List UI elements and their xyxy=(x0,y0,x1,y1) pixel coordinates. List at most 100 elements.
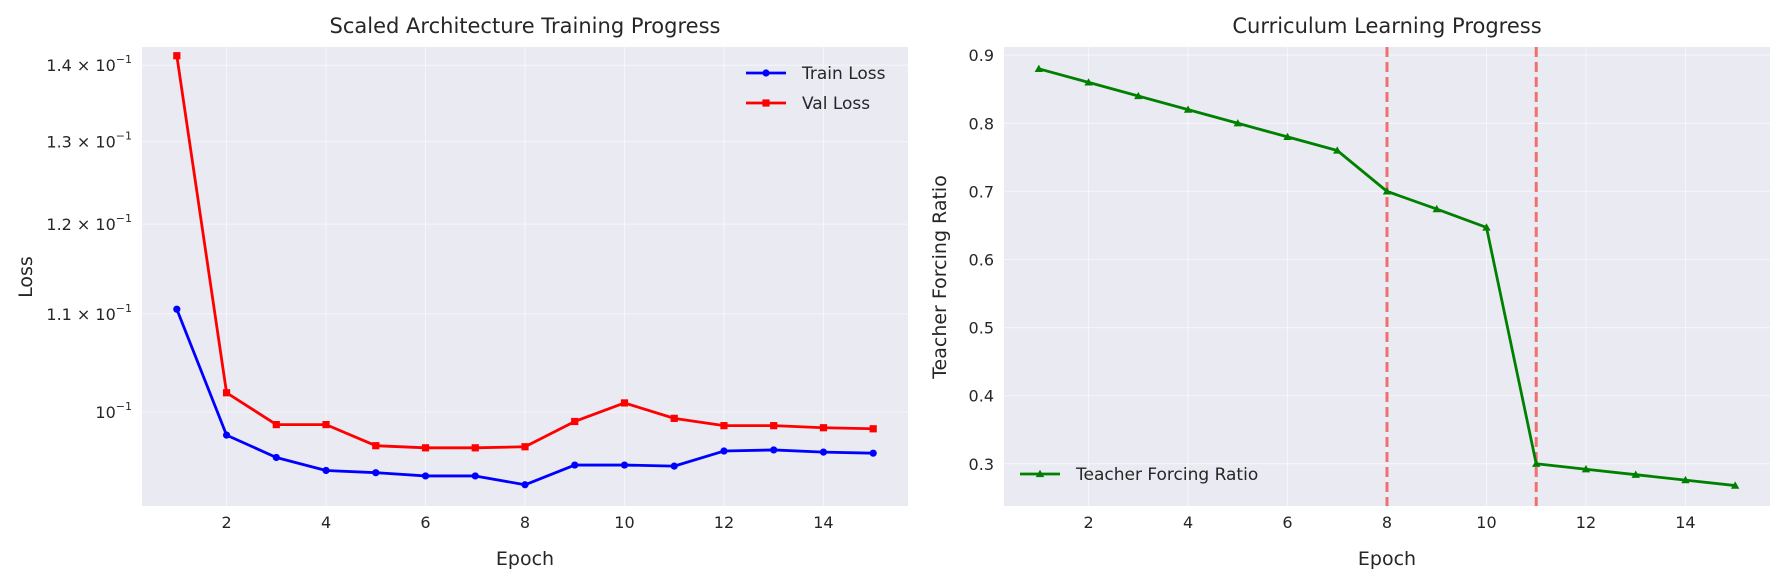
teacher-forcing-ratio-point xyxy=(1730,481,1740,489)
curriculum-chart-title: Curriculum Learning Progress xyxy=(1232,14,1541,38)
loss-y-tick-label: 1.1 × 10−1 xyxy=(46,302,132,324)
teacher-forcing-ratio-point xyxy=(1183,105,1193,113)
loss-y-tick-label: 10−1 xyxy=(95,400,132,422)
val-loss-point xyxy=(720,422,728,430)
legend-label: Train Loss xyxy=(801,64,886,84)
loss-x-ticks: 2 4 6 8 10 12 14 xyxy=(221,513,833,532)
teacher-forcing-ratio-point xyxy=(1482,223,1491,231)
curriculum-y-tick-label: 0.9 xyxy=(969,46,994,65)
loss-y-axis-label: Loss xyxy=(15,256,37,298)
train-loss-point xyxy=(670,462,678,470)
train-loss-point xyxy=(471,472,479,480)
val-loss-point xyxy=(819,424,828,432)
curriculum-x-tick-label: 6 xyxy=(1282,513,1292,532)
curriculum-x-tick-label: 4 xyxy=(1183,513,1193,532)
curriculum-y-tick-label: 0.8 xyxy=(969,114,994,133)
loss-y-tick-mantissa: 1.3 × xyxy=(46,133,95,152)
train-loss-point xyxy=(421,472,430,480)
loss-x-axis-label: Epoch xyxy=(496,548,554,570)
loss-x-tick-label: 10 xyxy=(614,513,634,532)
loss-x-tick-label: 14 xyxy=(813,513,833,532)
train-loss-point xyxy=(720,447,728,455)
loss-y-tick-label: 1.4 × 10−1 xyxy=(46,53,132,75)
series-train-loss xyxy=(173,305,877,489)
val-loss-point xyxy=(421,444,430,452)
loss-x-tick-label: 12 xyxy=(714,513,734,532)
loss-y-tick-base: 10 xyxy=(95,56,115,75)
curriculum-legend: Teacher Forcing Ratio xyxy=(1020,465,1258,485)
loss-y-tick-base: 10 xyxy=(95,403,115,422)
teacher-forcing-ratio-point xyxy=(1034,64,1044,72)
curriculum-y-tick-label: 0.6 xyxy=(969,250,994,269)
val-loss-point xyxy=(222,389,231,397)
train-loss-point xyxy=(770,446,778,454)
loss-y-tick-base: 10 xyxy=(95,215,115,234)
train-loss-point xyxy=(620,461,629,469)
series-val-loss xyxy=(173,52,877,452)
curriculum-x-tick-label: 8 xyxy=(1382,513,1392,532)
curriculum-x-tick-label: 10 xyxy=(1476,513,1496,532)
teacher-forcing-ratio-point xyxy=(1432,204,1441,213)
legend-entry: Val Loss xyxy=(746,94,870,114)
val-loss-point xyxy=(770,422,778,430)
teacher-forcing-ratio-point xyxy=(1581,465,1591,473)
loss-x-tick-label: 4 xyxy=(321,513,331,532)
val-loss-point xyxy=(173,52,181,60)
curriculum-x-ticks: 2 4 6 8 10 12 14 xyxy=(1083,513,1695,532)
val-loss-point xyxy=(571,417,579,426)
loss-legend: Train Loss Val Loss xyxy=(746,64,886,114)
loss-y-tick-mantissa: 1.2 × xyxy=(46,215,95,234)
val-loss-point xyxy=(521,443,529,451)
teacher-forcing-ratio-point xyxy=(1283,132,1292,141)
legend-entry: Teacher Forcing Ratio xyxy=(1020,465,1258,485)
legend-label: Teacher Forcing Ratio xyxy=(1075,465,1258,485)
curriculum-chart-panel: 2 4 6 8 10 12 14 0.3 0.4 0.5 0.6 0.7 0.8 0.9 Curricu… xyxy=(929,14,1770,570)
val-loss-point xyxy=(322,421,330,429)
loss-y-tick-label: 1.3 × 10−1 xyxy=(46,130,132,152)
train-loss-point xyxy=(173,305,181,313)
loss-x-tick-label: 8 xyxy=(520,513,530,532)
val-loss-point xyxy=(869,425,877,433)
legend-train-loss-marker xyxy=(762,69,770,77)
curriculum-y-tick-label: 0.3 xyxy=(969,455,994,474)
val-loss-point xyxy=(620,399,629,407)
legend-label: Val Loss xyxy=(802,94,870,114)
loss-y-tick-base: 10 xyxy=(95,305,115,324)
loss-y-tick-exponent: −1 xyxy=(116,400,132,413)
train-loss-point xyxy=(372,469,380,477)
legend-entry: Train Loss xyxy=(746,64,886,84)
curriculum-y-tick-label: 0.7 xyxy=(969,182,994,201)
teacher-forcing-ratio-point xyxy=(1333,146,1342,154)
series-teacher-forcing-ratio xyxy=(1034,64,1740,489)
curriculum-x-axis-label: Epoch xyxy=(1358,548,1416,570)
teacher-forcing-ratio-point xyxy=(1233,119,1242,127)
val-loss-point xyxy=(372,442,380,450)
train-loss-point xyxy=(571,461,579,469)
legend-val-loss-marker xyxy=(762,99,770,107)
teacher-forcing-ratio-point xyxy=(1631,470,1640,478)
loss-y-tick-mantissa: 1.4 × xyxy=(46,56,95,75)
loss-y-tick-exponent: −1 xyxy=(116,302,132,315)
loss-x-tick-label: 2 xyxy=(221,513,231,532)
train-loss-point xyxy=(819,448,828,456)
loss-y-tick-exponent: −1 xyxy=(116,53,132,66)
loss-chart-panel: 2 4 6 8 10 12 14 10−11.1 × 10−11.2 × 10−11.3 ×… xyxy=(15,14,908,570)
loss-y-tick-base: 10 xyxy=(95,133,115,152)
curriculum-x-tick-label: 14 xyxy=(1675,513,1695,532)
legend-teacher-forcing-ratio-marker xyxy=(1035,469,1045,478)
curriculum-x-tick-label: 12 xyxy=(1576,513,1596,532)
teacher-forcing-ratio-point xyxy=(1532,459,1541,467)
teacher-forcing-ratio-point xyxy=(1134,91,1143,100)
loss-x-tick-label: 6 xyxy=(420,513,430,532)
loss-grid xyxy=(142,47,908,506)
curriculum-y-axis-label: Teacher Forcing Ratio xyxy=(929,175,951,380)
loss-y-ticks: 10−11.1 × 10−11.2 × 10−11.3 × 10−11.4 × … xyxy=(46,53,132,422)
loss-chart-title: Scaled Architecture Training Progress xyxy=(330,14,721,38)
val-loss-point xyxy=(272,421,280,429)
loss-y-tick-label: 1.2 × 10−1 xyxy=(46,212,132,234)
train-loss-point xyxy=(869,449,877,457)
teacher-forcing-ratio-point xyxy=(1382,187,1392,195)
curriculum-y-ticks: 0.3 0.4 0.5 0.6 0.7 0.8 0.9 xyxy=(969,46,994,474)
teacher-forcing-ratio-point xyxy=(1084,78,1093,86)
